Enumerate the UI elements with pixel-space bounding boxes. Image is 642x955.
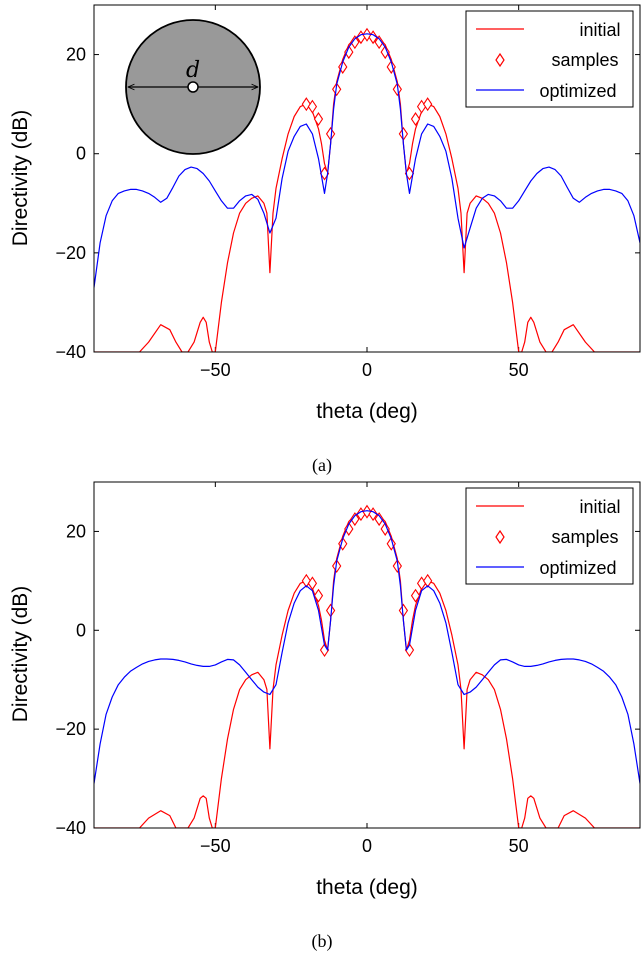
sample-marker — [307, 576, 318, 591]
aperture-inset: d — [125, 19, 261, 155]
y-tick-label: −20 — [55, 719, 86, 739]
y-tick-label: 0 — [76, 144, 86, 164]
legend-box — [465, 10, 634, 108]
legend-label-samples: samples — [551, 50, 618, 70]
chart-panel-a: −50 0 50 −40 −20 0 20 theta (deg) Directivity … — [9, 4, 641, 476]
x-tick-label: 50 — [509, 360, 529, 380]
y-tick-label: −40 — [55, 818, 86, 838]
tick-labels: −50 0 50 −40 −20 0 20 — [55, 521, 528, 856]
legend-box — [465, 487, 634, 585]
sample-marker — [313, 588, 324, 603]
sample-marker — [380, 521, 390, 536]
aperture-center — [187, 81, 199, 93]
sample-marker — [374, 35, 384, 50]
y-tick-label: 20 — [66, 45, 86, 65]
x-tick-label: −50 — [200, 836, 231, 856]
sample-marker — [423, 97, 433, 112]
chart-panel-b: −50 0 50 −40 −20 0 20 theta (deg) Directivity … — [9, 481, 641, 952]
sample-marker — [410, 112, 421, 127]
legend: initial samples optimized — [465, 487, 634, 585]
x-tick-label: 50 — [509, 836, 529, 856]
legend-label-initial: initial — [579, 20, 620, 40]
y-tick-label: −20 — [55, 243, 86, 263]
sample-marker — [410, 588, 421, 603]
caption-a: (a) — [312, 455, 332, 476]
legend-label-samples: samples — [551, 527, 618, 547]
tick-labels: −50 0 50 −40 −20 0 20 — [55, 45, 528, 380]
legend-label-optimized: optimized — [539, 81, 616, 101]
sample-marker — [338, 59, 348, 74]
plot-frame — [93, 4, 641, 353]
caption-b: (b) — [312, 931, 333, 952]
x-tick-label: 0 — [362, 360, 372, 380]
sample-marker — [423, 573, 433, 588]
legend-swatch-samples — [495, 52, 505, 68]
y-tick-label: 0 — [76, 620, 86, 640]
sample-marker — [350, 35, 360, 50]
x-axis-label: theta (deg) — [316, 876, 418, 899]
sample-marker — [344, 45, 354, 60]
sample-marker — [404, 643, 415, 658]
sample-marker — [380, 45, 390, 60]
series-group — [94, 27, 640, 352]
series-line-optimized — [94, 33, 640, 288]
x-axis-label: theta (deg) — [316, 400, 418, 423]
x-tick-label: −50 — [200, 360, 231, 380]
legend-label-optimized: optimized — [539, 558, 616, 578]
diameter-label: d — [186, 58, 200, 83]
legend-label-initial: initial — [579, 497, 620, 517]
y-axis-label: Directivity (dB) — [9, 586, 32, 723]
y-tick-label: 20 — [66, 521, 86, 541]
y-tick-label: −40 — [55, 342, 86, 362]
sample-marker — [350, 512, 360, 527]
series-line-optimized — [94, 510, 640, 784]
sample-marker — [319, 643, 330, 658]
sample-marker — [386, 536, 396, 551]
sample-marker — [344, 521, 354, 536]
sample-marker — [313, 112, 324, 127]
legend-swatch-samples — [495, 529, 505, 545]
sample-marker — [386, 59, 396, 74]
legend: initial samples optimized — [465, 10, 634, 108]
y-axis-label: Directivity (dB) — [9, 110, 32, 247]
sample-marker — [307, 99, 318, 114]
sample-marker — [374, 512, 384, 527]
x-tick-label: 0 — [362, 836, 372, 856]
series-group — [94, 504, 640, 828]
sample-marker — [362, 27, 372, 42]
sample-marker — [338, 536, 348, 551]
plot-frame — [93, 481, 641, 829]
